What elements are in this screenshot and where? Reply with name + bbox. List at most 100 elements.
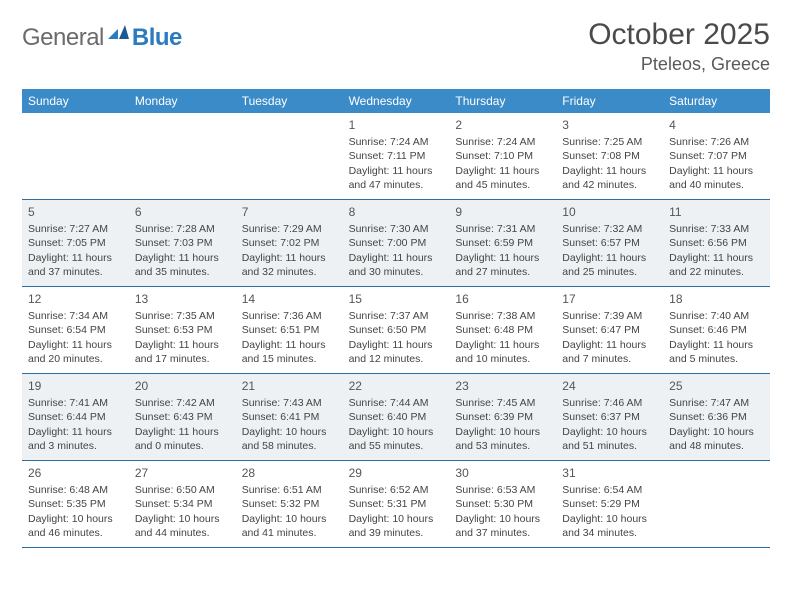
day-cell: 20Sunrise: 7:42 AMSunset: 6:43 PMDayligh… xyxy=(129,374,236,460)
day-info-line: Sunset: 7:07 PM xyxy=(669,149,764,163)
day-info-line: Sunrise: 6:51 AM xyxy=(242,483,337,497)
day-info-line: Daylight: 10 hours xyxy=(349,512,444,526)
day-number: 30 xyxy=(455,465,550,481)
day-info-line: and 40 minutes. xyxy=(669,178,764,192)
day-info-line: Daylight: 11 hours xyxy=(349,338,444,352)
day-info-line: Daylight: 11 hours xyxy=(135,251,230,265)
day-info-line: Sunset: 5:30 PM xyxy=(455,497,550,511)
day-info-line: Sunset: 7:11 PM xyxy=(349,149,444,163)
day-info-line: Sunset: 6:59 PM xyxy=(455,236,550,250)
day-info-line: Sunrise: 7:40 AM xyxy=(669,309,764,323)
day-info-line: Sunrise: 7:34 AM xyxy=(28,309,123,323)
day-number: 13 xyxy=(135,291,230,307)
day-number: 12 xyxy=(28,291,123,307)
day-header: Monday xyxy=(129,89,236,113)
location: Pteleos, Greece xyxy=(588,54,770,75)
day-header: Saturday xyxy=(663,89,770,113)
day-info-line: Daylight: 10 hours xyxy=(242,425,337,439)
day-info-line: Sunrise: 7:25 AM xyxy=(562,135,657,149)
day-info-line: Sunrise: 7:44 AM xyxy=(349,396,444,410)
day-info-line: Sunrise: 6:54 AM xyxy=(562,483,657,497)
day-info-line: Daylight: 11 hours xyxy=(455,251,550,265)
day-info-line: Daylight: 11 hours xyxy=(135,425,230,439)
day-info-line: and 34 minutes. xyxy=(562,526,657,540)
day-info-line: Sunrise: 6:53 AM xyxy=(455,483,550,497)
day-number: 18 xyxy=(669,291,764,307)
day-info-line: Sunset: 7:05 PM xyxy=(28,236,123,250)
day-info-line: Daylight: 10 hours xyxy=(242,512,337,526)
day-number: 6 xyxy=(135,204,230,220)
day-info-line: Sunset: 6:37 PM xyxy=(562,410,657,424)
day-info-line: Daylight: 11 hours xyxy=(562,251,657,265)
day-info-line: Daylight: 11 hours xyxy=(455,164,550,178)
day-info-line: Sunrise: 7:45 AM xyxy=(455,396,550,410)
week-row: 19Sunrise: 7:41 AMSunset: 6:44 PMDayligh… xyxy=(22,374,770,461)
day-cell: 13Sunrise: 7:35 AMSunset: 6:53 PMDayligh… xyxy=(129,287,236,373)
day-header: Sunday xyxy=(22,89,129,113)
day-info-line: Daylight: 11 hours xyxy=(135,338,230,352)
day-cell: 31Sunrise: 6:54 AMSunset: 5:29 PMDayligh… xyxy=(556,461,663,547)
day-number: 29 xyxy=(349,465,444,481)
day-cell: 18Sunrise: 7:40 AMSunset: 6:46 PMDayligh… xyxy=(663,287,770,373)
day-info-line: Daylight: 11 hours xyxy=(28,425,123,439)
logo: General Blue xyxy=(22,18,182,52)
day-number: 22 xyxy=(349,378,444,394)
day-info-line: Sunset: 6:53 PM xyxy=(135,323,230,337)
day-number: 16 xyxy=(455,291,550,307)
day-info-line: Sunset: 7:10 PM xyxy=(455,149,550,163)
day-info-line: and 17 minutes. xyxy=(135,352,230,366)
day-info-line: Daylight: 11 hours xyxy=(562,338,657,352)
day-info-line: and 3 minutes. xyxy=(28,439,123,453)
day-cell: 25Sunrise: 7:47 AMSunset: 6:36 PMDayligh… xyxy=(663,374,770,460)
day-info-line: Daylight: 11 hours xyxy=(349,164,444,178)
day-cell: 10Sunrise: 7:32 AMSunset: 6:57 PMDayligh… xyxy=(556,200,663,286)
day-info-line: and 37 minutes. xyxy=(28,265,123,279)
day-info-line: Sunrise: 7:38 AM xyxy=(455,309,550,323)
day-info-line: Daylight: 10 hours xyxy=(669,425,764,439)
day-cell: 19Sunrise: 7:41 AMSunset: 6:44 PMDayligh… xyxy=(22,374,129,460)
day-info-line: Sunset: 6:36 PM xyxy=(669,410,764,424)
day-info-line: Sunset: 6:47 PM xyxy=(562,323,657,337)
day-info-line: Sunset: 5:34 PM xyxy=(135,497,230,511)
header: General Blue October 2025 Pteleos, Greec… xyxy=(22,18,770,75)
week-row: 26Sunrise: 6:48 AMSunset: 5:35 PMDayligh… xyxy=(22,461,770,548)
day-header: Thursday xyxy=(449,89,556,113)
day-info-line: and 58 minutes. xyxy=(242,439,337,453)
day-info-line: Sunrise: 7:41 AM xyxy=(28,396,123,410)
day-info-line: Daylight: 11 hours xyxy=(455,338,550,352)
day-number: 3 xyxy=(562,117,657,133)
day-info-line: Sunset: 6:54 PM xyxy=(28,323,123,337)
day-info-line: Sunrise: 7:29 AM xyxy=(242,222,337,236)
day-info-line: Daylight: 10 hours xyxy=(135,512,230,526)
day-info-line: Sunrise: 7:31 AM xyxy=(455,222,550,236)
day-number: 21 xyxy=(242,378,337,394)
day-cell: 14Sunrise: 7:36 AMSunset: 6:51 PMDayligh… xyxy=(236,287,343,373)
day-info-line: Sunset: 5:32 PM xyxy=(242,497,337,511)
day-info-line: Sunset: 7:08 PM xyxy=(562,149,657,163)
day-info-line: Sunset: 6:40 PM xyxy=(349,410,444,424)
day-cell xyxy=(236,113,343,199)
day-info-line: Sunset: 7:00 PM xyxy=(349,236,444,250)
day-info-line: Sunrise: 7:43 AM xyxy=(242,396,337,410)
day-info-line: Sunset: 6:41 PM xyxy=(242,410,337,424)
day-info-line: Sunrise: 7:37 AM xyxy=(349,309,444,323)
week-row: 5Sunrise: 7:27 AMSunset: 7:05 PMDaylight… xyxy=(22,200,770,287)
day-info-line: Sunset: 7:02 PM xyxy=(242,236,337,250)
day-cell: 28Sunrise: 6:51 AMSunset: 5:32 PMDayligh… xyxy=(236,461,343,547)
day-info-line: Sunrise: 7:36 AM xyxy=(242,309,337,323)
day-info-line: Sunset: 6:44 PM xyxy=(28,410,123,424)
day-header: Wednesday xyxy=(343,89,450,113)
day-cell: 4Sunrise: 7:26 AMSunset: 7:07 PMDaylight… xyxy=(663,113,770,199)
day-info-line: and 53 minutes. xyxy=(455,439,550,453)
day-cell: 17Sunrise: 7:39 AMSunset: 6:47 PMDayligh… xyxy=(556,287,663,373)
logo-word2: Blue xyxy=(132,24,182,52)
day-number: 4 xyxy=(669,117,764,133)
day-info-line: Sunrise: 7:39 AM xyxy=(562,309,657,323)
day-info-line: Daylight: 10 hours xyxy=(562,425,657,439)
day-info-line: Daylight: 11 hours xyxy=(242,251,337,265)
day-cell: 30Sunrise: 6:53 AMSunset: 5:30 PMDayligh… xyxy=(449,461,556,547)
day-headers-row: SundayMondayTuesdayWednesdayThursdayFrid… xyxy=(22,89,770,113)
day-info-line: Sunrise: 7:32 AM xyxy=(562,222,657,236)
day-info-line: Sunset: 6:46 PM xyxy=(669,323,764,337)
day-number: 25 xyxy=(669,378,764,394)
